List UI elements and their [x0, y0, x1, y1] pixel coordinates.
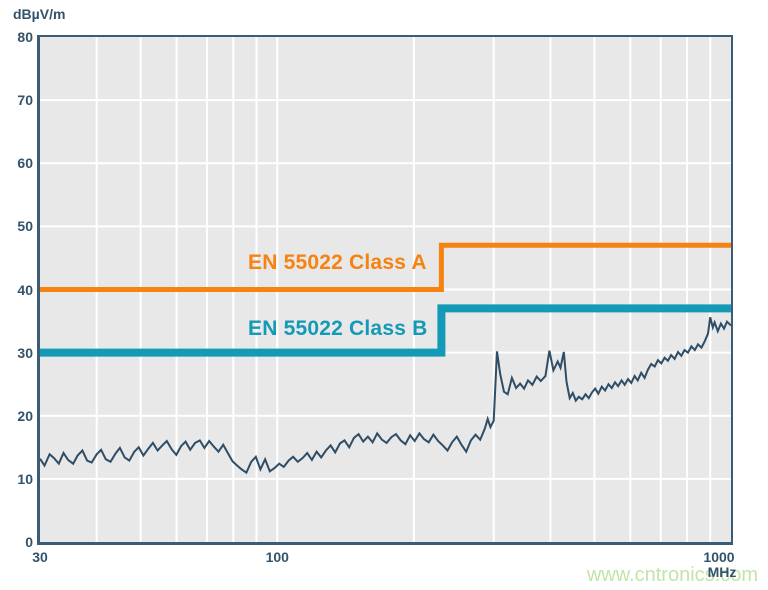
plot-area: EN 55022 Class A EN 55022 Class B — [37, 35, 733, 545]
x-tick-label-1000: 1000 — [703, 549, 735, 565]
y-tick-label-10: 10 — [17, 470, 33, 487]
plot-canvas — [40, 37, 731, 542]
y-tick-label-80: 80 — [17, 29, 33, 45]
y-tick-label-70: 70 — [17, 92, 33, 109]
watermark: www.cntronics.com — [586, 564, 758, 586]
en-55022-class-a-limit-line — [40, 242, 731, 292]
y-tick-label-20: 20 — [17, 407, 33, 424]
measured-emissions-line — [40, 317, 731, 475]
class-b-limit-label: EN 55022 Class B — [248, 317, 428, 340]
y-tick-label-0: 0 — [25, 534, 33, 550]
x-tick-label-30: 30 — [32, 549, 48, 565]
x-tick-label-100: 100 — [265, 549, 289, 565]
en-55022-class-b-limit-line — [40, 304, 731, 357]
class-a-limit-label: EN 55022 Class A — [248, 251, 427, 274]
x-axis-unit-label: MHz — [707, 564, 737, 580]
y-axis-unit-label: dBµV/m — [13, 6, 66, 22]
y-tick-label-40: 40 — [17, 281, 33, 298]
y-tick-label-60: 60 — [17, 155, 33, 172]
y-tick-label-30: 30 — [17, 344, 33, 361]
y-tick-label-50: 50 — [17, 218, 33, 235]
